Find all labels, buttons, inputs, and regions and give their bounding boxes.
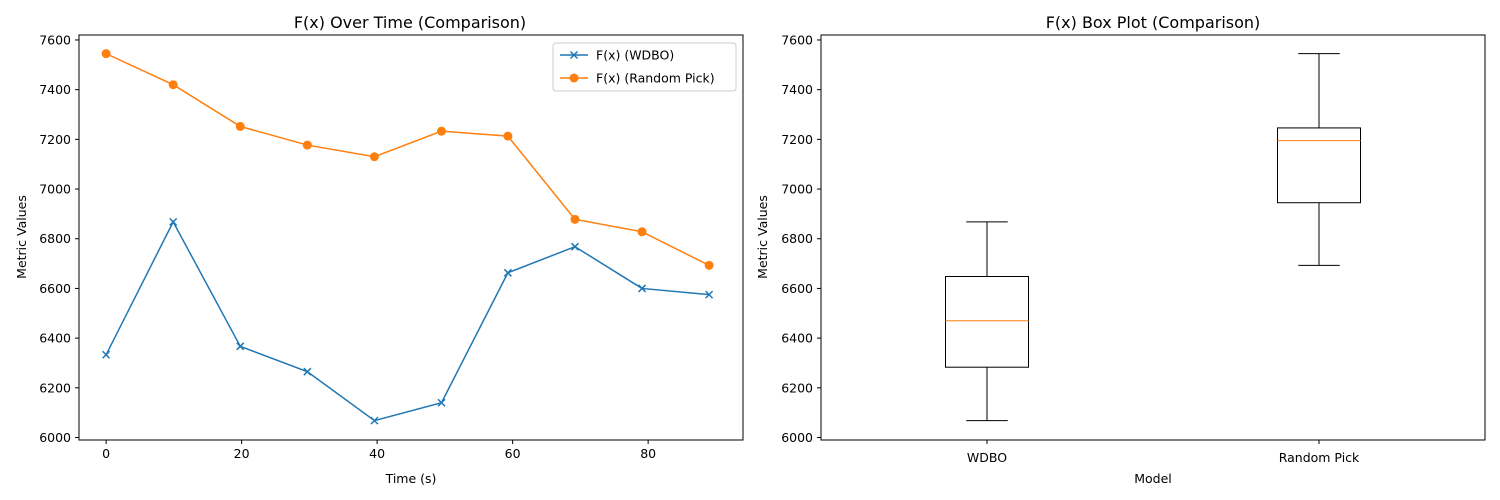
legend-item-wdbo: F(x) (WDBO) — [560, 48, 674, 63]
data-point-random-pick — [503, 131, 513, 141]
data-point-random-pick — [235, 121, 245, 131]
box-plot-boxes — [945, 53, 1361, 422]
x-tick-label: 40 — [369, 446, 385, 461]
data-point-wdbo — [303, 367, 312, 376]
line-chart: F(x) Over Time (Comparison) Time (s) Met… — [14, 13, 744, 486]
y-tick-label: 6400 — [39, 331, 71, 346]
x-tick-label: Random Pick — [1279, 450, 1360, 465]
legend-box — [552, 42, 737, 92]
series-line-random-pick — [105, 52, 710, 267]
x-tick-label: 80 — [640, 446, 656, 461]
y-tick-label: 7400 — [781, 82, 813, 97]
y-tick-label: 6600 — [39, 281, 71, 296]
y-tick-label: 7600 — [781, 32, 813, 47]
legend-marker-x-icon — [569, 50, 579, 60]
x-tick-label: 60 — [505, 446, 521, 461]
data-point-wdbo — [638, 284, 647, 293]
legend-label-random-pick: F(x) (Random Pick) — [596, 71, 715, 86]
data-point-wdbo — [169, 217, 178, 226]
data-point-wdbo — [102, 350, 111, 359]
line-chart-title: F(x) Over Time (Comparison) — [294, 13, 526, 32]
line-chart-ticks: 0 20 40 60 80 6000 6200 6400 6600 6800 7000 7200 740… — [39, 32, 656, 461]
series-line-wdbo — [105, 220, 710, 422]
legend-label-wdbo: F(x) (WDBO) — [596, 48, 674, 63]
y-tick-label: 6000 — [781, 430, 813, 445]
box-body — [945, 276, 1029, 368]
y-tick-label: 7600 — [39, 32, 71, 47]
y-tick-label: 6200 — [781, 380, 813, 395]
box-plot-xlabel: Model — [1134, 471, 1172, 486]
y-tick-label: 7000 — [39, 182, 71, 197]
box-wdbo — [945, 221, 1029, 422]
data-point-wdbo — [503, 268, 512, 277]
box-plot-ylabel: Metric Values — [755, 195, 770, 279]
line-chart-series — [101, 49, 714, 425]
line-chart-ylabel: Metric Values — [14, 195, 29, 279]
line-chart-xlabel: Time (s) — [385, 471, 437, 486]
y-tick-label: 6800 — [39, 231, 71, 246]
data-point-random-pick — [436, 126, 446, 136]
y-tick-label: 7200 — [781, 132, 813, 147]
line-chart-frame — [78, 34, 744, 441]
y-tick-label: 6200 — [39, 380, 71, 395]
x-tick-label: WDBO — [967, 450, 1007, 465]
data-point-random-pick — [302, 140, 312, 150]
y-tick-label: 6400 — [781, 331, 813, 346]
y-tick-label: 7000 — [781, 182, 813, 197]
box-plot-frame — [820, 34, 1486, 441]
y-tick-label: 7400 — [39, 82, 71, 97]
data-point-wdbo — [236, 342, 245, 351]
y-tick-label: 7200 — [39, 132, 71, 147]
data-point-wdbo — [570, 242, 579, 251]
box-random-pick — [1277, 53, 1361, 266]
x-tick-label: 20 — [234, 446, 250, 461]
box-plot-title: F(x) Box Plot (Comparison) — [1046, 13, 1261, 32]
y-tick-label: 6000 — [39, 430, 71, 445]
y-tick-label: 6800 — [781, 231, 813, 246]
data-point-wdbo — [370, 416, 379, 425]
box-plot-ticks: 6000 6200 6400 6600 6800 7000 7200 7400 7600 WDBO… — [781, 32, 1360, 465]
legend: F(x) (WDBO) F(x) (Random Pick) — [552, 42, 737, 92]
box-body — [1277, 127, 1361, 204]
data-point-random-pick — [637, 227, 647, 237]
data-point-wdbo — [705, 290, 714, 299]
x-tick-label: 0 — [102, 446, 110, 461]
data-point-random-pick — [101, 49, 111, 59]
data-point-random-pick — [168, 80, 178, 90]
data-point-random-pick — [704, 260, 714, 270]
legend-marker-circle-icon — [569, 73, 579, 83]
data-point-random-pick — [369, 152, 379, 162]
box-plot: F(x) Box Plot (Comparison) Model Metric … — [755, 13, 1486, 486]
data-point-random-pick — [570, 214, 580, 224]
data-point-wdbo — [437, 398, 446, 407]
y-tick-label: 6600 — [781, 281, 813, 296]
legend-item-random-pick: F(x) (Random Pick) — [560, 71, 715, 86]
